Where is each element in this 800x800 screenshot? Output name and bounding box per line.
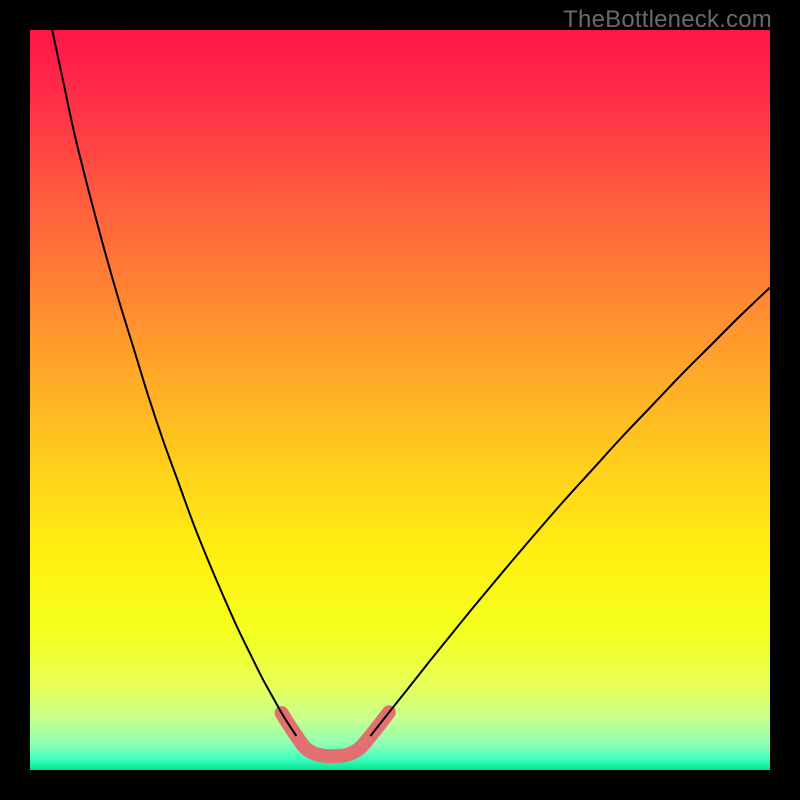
right-curve	[370, 288, 770, 736]
left-curve	[52, 30, 296, 736]
watermark-text: TheBottleneck.com	[563, 6, 772, 34]
chart-plot-area	[30, 30, 770, 770]
curves-layer	[30, 30, 770, 770]
